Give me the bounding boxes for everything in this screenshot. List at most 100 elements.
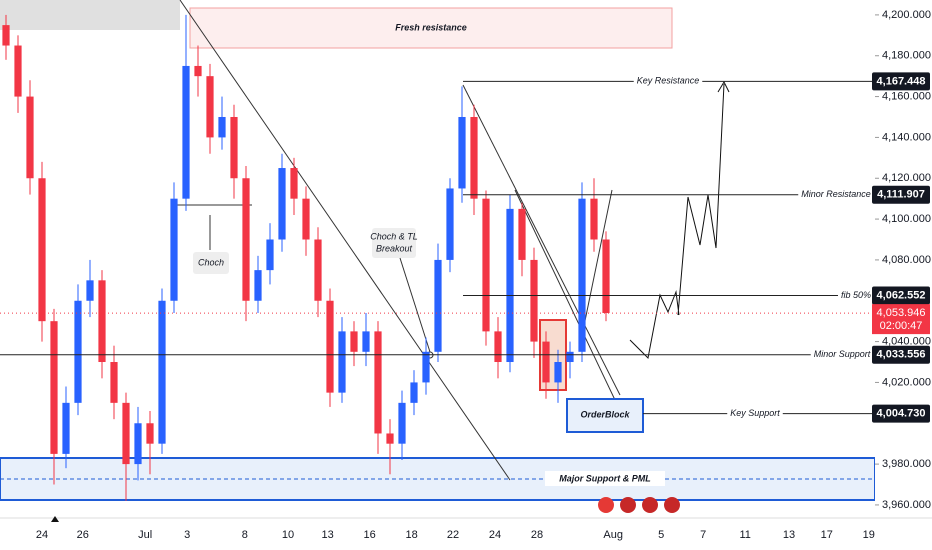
axis-bg bbox=[875, 0, 932, 550]
level-box bbox=[872, 286, 930, 305]
x-tick-label: Aug bbox=[603, 529, 623, 541]
body bbox=[74, 300, 82, 403]
breakout-label: Choch & TL bbox=[370, 231, 418, 241]
projection-arrow bbox=[717, 80, 730, 93]
x-tick-label: 26 bbox=[77, 529, 89, 541]
y-tick-label: 4,120.000 bbox=[882, 172, 931, 184]
body bbox=[530, 259, 538, 342]
body bbox=[518, 208, 526, 260]
zone-label: Major Support & PML bbox=[559, 473, 651, 483]
body bbox=[206, 76, 214, 138]
y-tick-label: 3,980.000 bbox=[882, 458, 931, 470]
trendline bbox=[462, 84, 621, 396]
choch-label: Choch bbox=[198, 257, 224, 267]
y-tick-label: 4,080.000 bbox=[882, 254, 931, 266]
body bbox=[218, 116, 226, 138]
body bbox=[422, 351, 430, 383]
body bbox=[602, 239, 610, 314]
level-name: Key Support bbox=[730, 408, 780, 418]
level-value: 4,167.448 bbox=[877, 75, 926, 87]
x-tick-label: 10 bbox=[282, 529, 294, 541]
level-value: 4,033.556 bbox=[877, 349, 926, 361]
grey-zone bbox=[0, 0, 180, 30]
body bbox=[566, 351, 574, 363]
x-tick-label: 13 bbox=[783, 529, 795, 541]
body bbox=[170, 198, 178, 301]
order-block-label: OrderBlock bbox=[580, 409, 630, 419]
level-value: 4,004.730 bbox=[877, 408, 926, 420]
body bbox=[458, 116, 466, 189]
body bbox=[158, 300, 166, 444]
body bbox=[410, 382, 418, 403]
body bbox=[302, 198, 310, 240]
body bbox=[254, 270, 262, 301]
order-block bbox=[566, 398, 644, 433]
body bbox=[398, 402, 406, 444]
level-name-bg bbox=[633, 75, 703, 88]
body bbox=[434, 259, 442, 352]
level-box bbox=[872, 345, 930, 364]
trendline bbox=[179, 0, 511, 481]
body bbox=[506, 208, 514, 363]
level-name: Key Resistance bbox=[637, 76, 700, 86]
countdown: 02:00:47 bbox=[880, 320, 923, 332]
x-tick-label: 13 bbox=[321, 529, 333, 541]
y-tick-label: 4,180.000 bbox=[882, 50, 931, 62]
body bbox=[386, 433, 394, 444]
body bbox=[134, 423, 142, 465]
x-tick-label: Jul bbox=[138, 529, 152, 541]
body bbox=[362, 331, 370, 352]
body bbox=[26, 96, 34, 179]
body bbox=[146, 423, 154, 444]
body bbox=[194, 65, 202, 77]
x-tick-label: 17 bbox=[821, 529, 833, 541]
y-tick-label: 4,020.000 bbox=[882, 376, 931, 388]
body bbox=[554, 362, 562, 383]
body bbox=[482, 198, 490, 332]
level-name-bg bbox=[810, 348, 874, 361]
body bbox=[278, 168, 286, 240]
body bbox=[374, 331, 382, 434]
body bbox=[230, 116, 238, 179]
level-name: Minor Resistance bbox=[801, 189, 871, 199]
level-name: fib 50% bbox=[841, 290, 871, 300]
marker bbox=[51, 516, 59, 522]
x-tick-label: 16 bbox=[363, 529, 375, 541]
x-tick-label: 8 bbox=[242, 529, 248, 541]
breakout-label: Breakout bbox=[376, 243, 413, 253]
x-tick-label: 7 bbox=[700, 529, 706, 541]
last-price: 4,053.946 bbox=[877, 307, 926, 319]
body bbox=[182, 65, 190, 199]
breakout-box bbox=[372, 228, 416, 258]
body bbox=[338, 331, 346, 393]
y-tick-label: 4,200.000 bbox=[882, 9, 931, 21]
breakout-pointer bbox=[399, 257, 431, 353]
y-tick-label: 3,960.000 bbox=[882, 499, 931, 511]
body bbox=[326, 300, 334, 393]
x-tick-label: 11 bbox=[739, 529, 750, 541]
trendline bbox=[514, 189, 616, 401]
x-tick-label: 3 bbox=[184, 529, 190, 541]
body bbox=[110, 362, 118, 403]
body bbox=[98, 280, 106, 363]
level-box bbox=[872, 404, 930, 423]
x-tick-label: 5 bbox=[658, 529, 664, 541]
body bbox=[50, 321, 58, 454]
level-name: Minor Support bbox=[814, 349, 871, 359]
body bbox=[446, 188, 454, 260]
level-value: 4,062.552 bbox=[877, 289, 926, 301]
body bbox=[38, 178, 46, 322]
body bbox=[470, 116, 478, 199]
level-box bbox=[872, 185, 930, 204]
body bbox=[62, 402, 70, 454]
label-bg bbox=[545, 471, 665, 486]
choch-box bbox=[193, 252, 229, 274]
x-tick-label: 24 bbox=[36, 529, 48, 541]
y-tick-label: 4,100.000 bbox=[882, 213, 931, 225]
level-name-bg bbox=[798, 188, 874, 201]
level-name-bg bbox=[837, 289, 875, 302]
resistance-zone bbox=[189, 7, 673, 49]
body bbox=[266, 239, 274, 271]
y-tick-label: 4,140.000 bbox=[882, 131, 931, 143]
level-value: 4,111.907 bbox=[877, 189, 925, 201]
